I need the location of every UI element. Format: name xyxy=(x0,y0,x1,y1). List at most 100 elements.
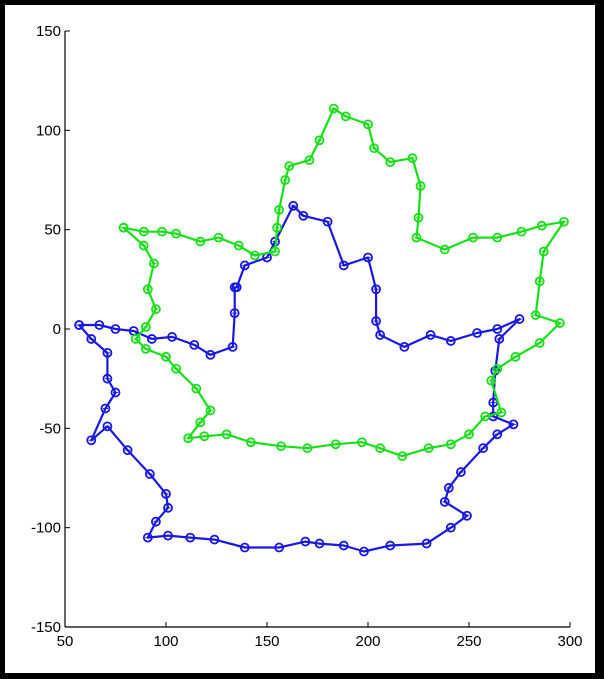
data-point xyxy=(185,532,196,543)
data-point xyxy=(209,534,220,545)
data-point xyxy=(138,240,149,251)
x-tick-label: 100 xyxy=(153,633,178,650)
data-point xyxy=(239,542,250,553)
series-layer xyxy=(74,103,569,557)
data-point xyxy=(407,153,418,164)
series-1 xyxy=(74,200,525,557)
data-point xyxy=(144,469,155,479)
data-point xyxy=(443,483,454,493)
data-point xyxy=(375,443,386,454)
data-point xyxy=(239,260,250,271)
data-point xyxy=(298,210,309,221)
data-point xyxy=(100,403,111,414)
plot-frame: 50 100 150 200 250 300 150 100 50 0 -50 -100 -150 xyxy=(5,5,595,673)
data-point xyxy=(142,532,153,543)
data-point xyxy=(284,161,295,171)
data-point xyxy=(464,429,474,440)
data-point xyxy=(492,324,503,334)
data-point xyxy=(480,411,491,422)
data-point xyxy=(110,387,121,398)
data-point xyxy=(462,510,472,521)
data-point xyxy=(213,232,224,243)
data-point xyxy=(195,236,206,247)
data-point xyxy=(146,334,157,344)
data-point xyxy=(163,502,173,513)
data-point xyxy=(302,443,313,454)
data-point xyxy=(171,363,182,374)
data-point xyxy=(171,228,182,239)
data-point xyxy=(140,343,151,354)
data-point xyxy=(423,443,434,454)
data-point xyxy=(161,351,171,362)
data-point xyxy=(415,181,426,191)
data-point xyxy=(397,451,408,462)
data-point xyxy=(363,252,373,263)
data-point xyxy=(340,111,351,122)
data-point xyxy=(195,417,206,428)
data-point xyxy=(530,310,541,320)
data-point xyxy=(439,244,450,255)
data-point xyxy=(338,540,349,551)
data-point xyxy=(385,540,396,551)
data-point xyxy=(157,226,167,237)
data-point xyxy=(338,260,349,271)
x-tick-label: 200 xyxy=(355,633,380,650)
data-point xyxy=(534,276,545,287)
data-point xyxy=(199,431,210,442)
data-point xyxy=(221,429,232,440)
data-point xyxy=(328,103,339,114)
data-point xyxy=(375,330,386,340)
data-point xyxy=(94,320,105,330)
data-point xyxy=(468,232,478,243)
data-point xyxy=(492,363,503,374)
x-tick-label: 50 xyxy=(57,633,74,650)
data-point xyxy=(538,246,549,257)
data-point xyxy=(122,445,133,456)
x-tick-label: 250 xyxy=(456,633,481,650)
data-point xyxy=(439,496,450,507)
y-tick-label: 150 xyxy=(36,23,61,40)
data-point xyxy=(229,308,240,319)
data-point xyxy=(425,330,436,340)
data-point xyxy=(536,220,547,231)
data-point xyxy=(150,516,161,527)
data-point xyxy=(274,542,285,553)
data-point xyxy=(140,322,151,332)
data-point xyxy=(472,328,482,338)
series-line xyxy=(78,204,521,553)
data-point xyxy=(369,143,379,154)
data-point xyxy=(555,318,565,328)
data-point xyxy=(274,204,285,215)
data-point xyxy=(411,232,422,243)
data-point xyxy=(102,421,113,432)
data-point xyxy=(276,441,287,452)
data-point xyxy=(205,405,216,416)
data-point xyxy=(385,157,396,168)
y-tick-label: 50 xyxy=(44,222,61,239)
data-point xyxy=(270,246,280,257)
data-point xyxy=(189,339,200,350)
y-tick-label: 0 xyxy=(53,321,61,338)
data-point xyxy=(559,216,569,227)
data-point xyxy=(496,407,507,418)
data-point xyxy=(288,200,299,211)
data-point xyxy=(359,546,369,557)
data-point xyxy=(478,443,489,454)
y-tick-label: -150 xyxy=(31,619,61,636)
data-point xyxy=(421,538,432,549)
data-point xyxy=(322,216,333,227)
data-point xyxy=(150,304,161,315)
data-point xyxy=(163,530,173,541)
data-point xyxy=(357,437,367,448)
data-point xyxy=(534,338,545,348)
data-point xyxy=(86,435,97,446)
y-tick-label: -100 xyxy=(31,520,61,537)
data-point xyxy=(486,375,497,386)
data-point xyxy=(330,439,341,450)
data-point xyxy=(233,240,244,251)
data-point xyxy=(138,226,149,237)
data-point xyxy=(445,439,456,450)
data-point xyxy=(280,175,291,185)
series-2 xyxy=(118,103,569,462)
data-point xyxy=(514,314,525,324)
